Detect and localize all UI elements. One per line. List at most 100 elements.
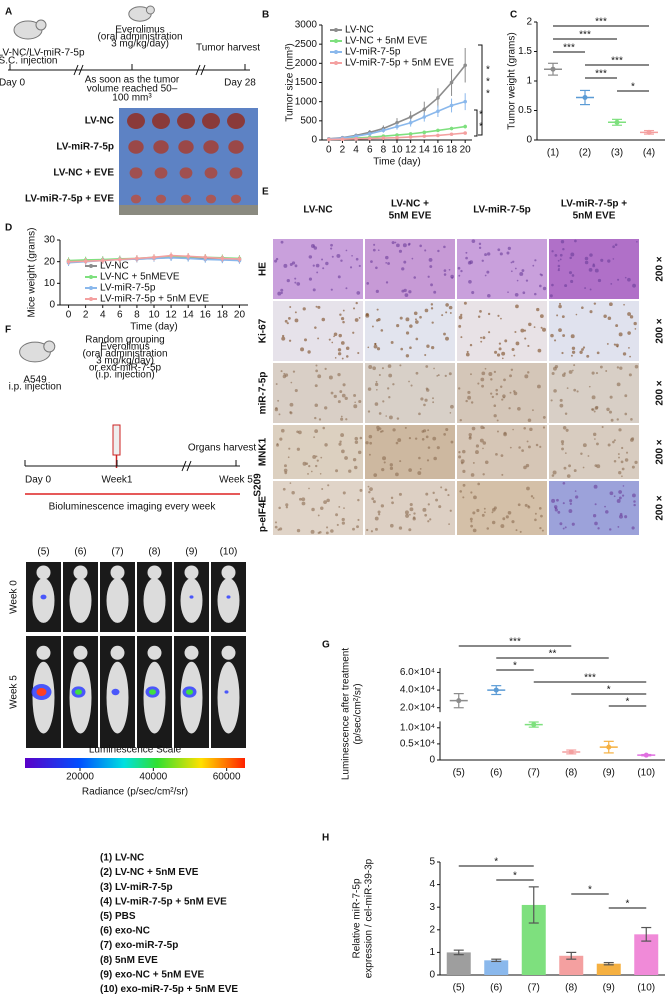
magnification: 200 × [655,495,666,520]
histology-cell [443,432,446,436]
histology-cell [574,490,577,492]
histology-cell [506,251,510,255]
histology-cell [484,367,487,370]
histology-cell [321,258,324,261]
point [367,136,372,141]
y-tick-label: 4.0×10⁴ [400,685,435,696]
x-tick-label: 18 [446,145,458,156]
histology-cell [627,312,631,316]
histology-tile [365,363,455,423]
histology-cell [540,514,543,518]
histology-cell [562,248,565,251]
histology-cell [372,366,377,371]
mouse-body [180,578,203,623]
histology-cell [523,329,527,332]
histology-cell [323,500,327,504]
histology-cell [291,261,296,265]
histology-cell [466,350,469,353]
label: A549 LV-NC/LV-miR-7-5p [0,48,85,59]
histology-cell [376,347,381,351]
histology-cell [284,373,289,377]
x-tick-label: (1) [547,148,559,159]
mouse-head [110,565,125,580]
histology-cell [571,274,575,277]
histology-cell [569,256,572,260]
histology-cell [569,502,572,505]
histology-cell [558,267,560,270]
bar [484,960,509,975]
histology-cell [312,264,315,267]
mouse-head [35,19,47,31]
histology-cell [519,271,524,276]
histology-cell [342,491,346,495]
histology-cell [503,432,507,437]
signal-outer [189,595,194,599]
histology-cell [282,487,286,491]
histology-cell [440,486,443,489]
histology-cell [515,341,520,346]
histology-cell [294,388,298,393]
panel-letter: B [262,10,269,21]
histology-cell [565,428,569,432]
histology-cell [274,525,278,529]
histology-cell [366,282,370,285]
histology-cell [618,332,623,337]
histology-cell [317,514,320,517]
histology-cell [437,374,440,377]
histology-cell [529,427,533,432]
histology-cell [470,524,473,528]
histology-cell [331,341,334,344]
histology-cell [377,510,381,514]
histology-cell [308,255,313,259]
histology-cell [608,410,613,414]
significance-bracket [478,44,483,136]
histology-cell [475,444,480,448]
histology-cell [459,490,462,493]
histology-cell [601,426,604,429]
histology-cell [388,396,391,399]
y-axis-label: Luminescence after treatment [341,648,352,781]
y-axis-label: expression / cel-miR-39-3p [364,858,375,978]
histology-cell [432,401,435,404]
label: Luminescence Scale [89,745,182,756]
point [354,137,358,141]
histology-cell [284,471,288,475]
histology-cell [374,516,379,521]
histology-cell [307,350,311,354]
histology-cell [425,492,429,496]
histology-cell [352,457,357,462]
group-label: (9) [185,547,197,558]
histology-cell [339,440,342,443]
histology-cell [472,511,476,515]
y-tick-label: 4 [429,879,435,890]
group-legend-entry: (9) exo-NC + 5nM EVE [100,969,205,980]
histology-cell [562,502,565,505]
histology-cell [470,520,473,523]
legend-entry: LV-miR-7-5p [100,283,156,294]
tumor [129,167,143,179]
histology-cell [481,513,485,517]
label: volume reached 50– [87,84,178,95]
x-tick-label: 12 [405,145,417,156]
histology-cell [307,472,309,475]
histology-cell [557,264,561,268]
group-legend-entry: (10) exo-miR-7-5p + 5nM EVE [100,984,238,995]
histology-cell [340,433,345,437]
label: 3 mg/kg/day) [111,39,169,50]
histology-cell [493,414,497,418]
label: As soon as the tumor [85,75,180,86]
histology-tile [365,239,455,299]
point [100,258,105,263]
histology-cell [504,339,508,343]
histology-cell [409,324,413,328]
histology-cell [433,290,437,294]
point [456,698,462,704]
histology-cell [285,506,289,509]
x-tick-label: 16 [432,145,444,156]
histology-cell [301,501,306,506]
histology-cell [631,465,635,469]
histology-cell [338,505,341,508]
histology-cell [408,436,412,440]
histology-cell [591,371,595,375]
histology-cell [377,249,380,252]
